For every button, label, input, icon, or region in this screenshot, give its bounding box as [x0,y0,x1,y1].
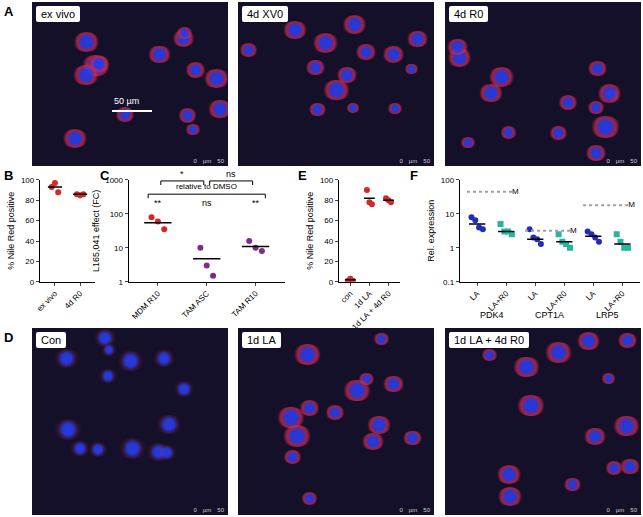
svg-text:0.1: 0.1 [443,278,455,287]
svg-text:80: 80 [324,196,333,205]
svg-text:M: M [512,187,519,196]
html-text:50 µm: 50 µm [114,96,140,106]
html-text:50: 50 [423,507,430,513]
html-text:1d LA + 4d R0: 1d LA + 4d R0 [454,334,524,346]
svg-text:*: * [180,169,184,179]
html-text:D: D [4,330,14,345]
html-text:Con: Con [41,334,62,346]
html-text:50: 50 [630,158,637,164]
svg-text:10: 10 [114,244,123,253]
svg-text:1d LA: 1d LA [352,289,374,311]
svg-text:4d R0: 4d R0 [63,289,85,311]
svg-text:ns: ns [202,198,212,208]
html-text:F: F [410,168,418,183]
svg-text:20: 20 [324,257,333,266]
svg-text:0: 0 [329,278,334,287]
html-text:0: 0 [399,158,403,164]
svg-text:10: 10 [445,210,454,219]
html-text:1d LA: 1d LA [247,334,276,346]
svg-text:**: ** [252,198,260,208]
svg-text:MDM R10: MDM R10 [130,289,162,321]
svg-text:LA: LA [526,289,540,303]
svg-text:LA+R0: LA+R0 [603,289,627,313]
svg-text:20: 20 [25,257,34,266]
svg-text:M: M [628,200,635,209]
html-text:4d R0: 4d R0 [454,8,484,20]
svg-text:LA: LA [584,289,598,303]
svg-text:40: 40 [324,237,333,246]
html-text:0: 0 [606,507,610,513]
html-text:µm: µm [202,507,212,513]
svg-text:1: 1 [450,244,455,253]
svg-text:40: 40 [25,237,34,246]
svg-text:ex vivo: ex vivo [35,289,59,313]
svg-text:1: 1 [119,278,124,287]
svg-text:CPT1A: CPT1A [535,310,564,320]
html-text:4d XV0: 4d XV0 [247,8,284,20]
html-text:50: 50 [423,158,430,164]
html-text:E: E [298,168,307,183]
html-text:0: 0 [606,158,610,164]
svg-text:PDK4: PDK4 [480,310,504,320]
svg-text:100: 100 [21,176,35,185]
svg-text:LRP5: LRP5 [596,310,619,320]
svg-text:0: 0 [30,278,35,287]
svg-text:1d LA + 4d R0: 1d LA + 4d R0 [350,289,393,332]
svg-text:100: 100 [110,210,124,219]
svg-text:ns: ns [226,169,236,179]
svg-text:% Nile Red positive: % Nile Red positive [6,192,16,270]
html-text:ex vivo: ex vivo [41,8,76,20]
html-text:50: 50 [217,507,224,513]
svg-text:LA+R0: LA+R0 [487,289,511,313]
svg-text:TAM R10: TAM R10 [230,289,260,319]
svg-text:**: ** [154,198,162,208]
html-text:0: 0 [193,158,197,164]
html-text:µm: µm [615,507,625,513]
html-text:µm: µm [202,158,212,164]
html-text:B: B [4,168,14,183]
svg-text:60: 60 [25,216,34,225]
svg-text:100: 100 [320,176,334,185]
html-text:0: 0 [399,507,403,513]
html-text:µm: µm [408,507,418,513]
html-text:50: 50 [630,507,637,513]
html-text:A: A [4,4,14,19]
html-text:50: 50 [217,158,224,164]
svg-text:Rel. expression: Rel. expression [426,200,436,262]
html-text:µm: µm [615,158,625,164]
svg-text:LA: LA [468,289,482,303]
html-text:0: 0 [193,507,197,513]
svg-text:80: 80 [25,196,34,205]
svg-text:L165,041 effect (FC): L165,041 effect (FC) [91,190,101,272]
svg-text:% Nile Red positive: % Nile Red positive [305,192,315,270]
svg-text:TAM ASC: TAM ASC [180,289,211,320]
svg-text:relative to DMSO: relative to DMSO [176,182,237,191]
svg-text:100: 100 [441,176,455,185]
svg-text:M: M [570,226,577,235]
svg-text:con: con [339,289,354,304]
svg-text:60: 60 [324,216,333,225]
svg-text:LA+R0: LA+R0 [545,289,569,313]
svg-text:1000: 1000 [105,175,123,185]
html-text:µm: µm [408,158,418,164]
html-text:C: C [100,168,110,183]
